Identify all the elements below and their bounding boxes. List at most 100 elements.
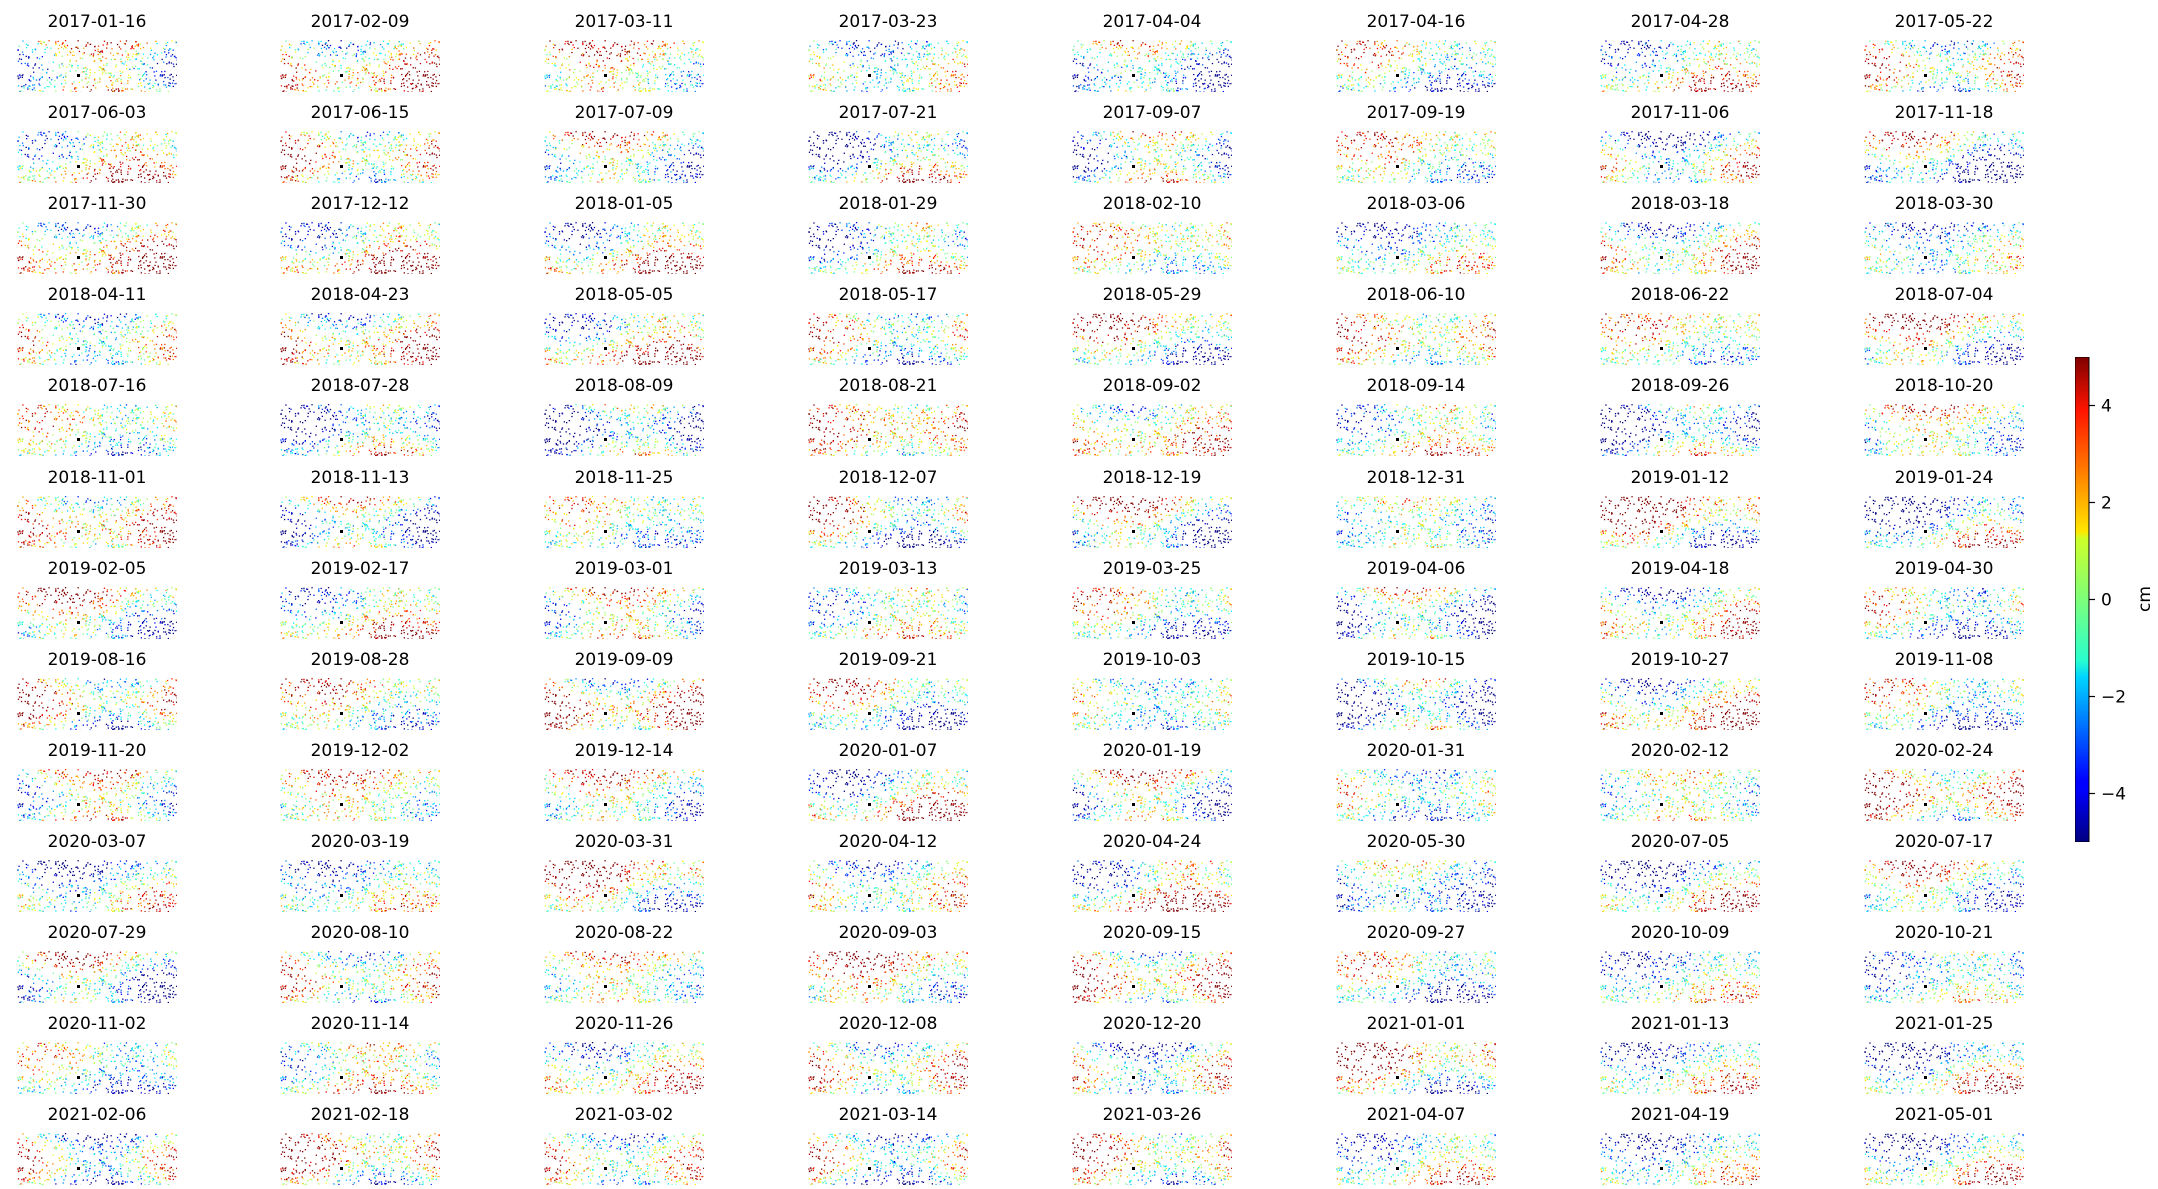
scatter-point	[1966, 75, 1969, 77]
scatter-point	[70, 139, 73, 141]
scatter-point	[1177, 71, 1179, 73]
scatter-point	[555, 85, 557, 87]
scatter-point	[19, 144, 21, 147]
scatter-point	[1979, 55, 1981, 58]
scatter-point	[107, 177, 109, 180]
scatter-point	[309, 79, 311, 81]
scatter-point	[1890, 41, 1892, 43]
scatter-point	[947, 89, 949, 91]
scatter-point	[1161, 62, 1163, 65]
scatter-point	[1478, 90, 1480, 92]
scatter-point	[927, 53, 929, 55]
scatter-point	[158, 91, 160, 92]
scatter-point	[1347, 56, 1349, 58]
scatter-point	[1874, 86, 1876, 89]
scatter-point	[573, 46, 575, 49]
scatter-point	[1902, 41, 1904, 43]
scatter-point	[1909, 65, 1911, 67]
scatter-point	[1142, 42, 1144, 44]
scatter-point	[388, 40, 391, 42]
scatter-point	[1156, 73, 1159, 75]
scatter-point	[954, 80, 956, 83]
scatter-point	[566, 77, 568, 80]
scatter-point	[890, 51, 892, 53]
scatter-point	[1229, 55, 1231, 57]
scatter-point	[1685, 44, 1687, 46]
scatter-point	[75, 151, 77, 153]
scatter-point	[329, 66, 331, 68]
scatter-point	[410, 83, 413, 85]
scatter-point	[1699, 43, 1702, 46]
scatter-point	[427, 139, 429, 141]
scatter-point	[1703, 82, 1706, 84]
scatter-point	[1944, 50, 1946, 53]
scatter-point	[338, 87, 341, 89]
scatter-point	[1695, 82, 1697, 84]
scatter-point	[1406, 81, 1409, 83]
scatter-point	[348, 169, 350, 171]
scatter-point	[1947, 60, 1949, 62]
scatter-point	[281, 45, 283, 47]
scatter-point	[39, 89, 41, 92]
scatter-point	[1459, 48, 1461, 50]
scatter-point	[896, 72, 898, 74]
scatter-point	[1955, 72, 1957, 74]
scatter-point	[148, 91, 150, 92]
scatter-point	[355, 53, 358, 55]
scatter-point	[1419, 66, 1421, 69]
scatter-point	[168, 52, 170, 54]
scatter-point	[1110, 42, 1112, 45]
scatter-point	[124, 134, 127, 136]
scatter-point	[1988, 75, 1991, 77]
scatter-point	[328, 72, 330, 74]
scatter-point	[926, 65, 928, 67]
scatter-point	[128, 56, 130, 58]
scatter-point	[1480, 75, 1482, 77]
scatter-point	[1606, 85, 1608, 87]
scatter-point	[630, 64, 632, 66]
scatter-point	[663, 54, 665, 56]
scatter-point	[1865, 45, 1867, 47]
scatter-point	[930, 43, 932, 45]
scatter-point	[1689, 64, 1691, 66]
scatter-point	[1073, 45, 1075, 47]
scatter-point	[327, 79, 329, 81]
scatter-point	[1962, 64, 1964, 66]
scatter-point	[1738, 40, 1740, 43]
scatter-point	[28, 179, 31, 181]
scatter-point	[42, 160, 44, 162]
scatter-point	[567, 42, 569, 44]
scatter-point	[1396, 40, 1398, 42]
scatter-point	[172, 79, 175, 82]
scatter-point	[1999, 84, 2001, 87]
scatter-point	[936, 71, 938, 73]
scatter-point	[1164, 52, 1167, 54]
scatter-point	[1717, 58, 1720, 60]
scatter-point	[1447, 56, 1449, 58]
scatter-point	[40, 133, 42, 135]
scatter-point	[378, 64, 380, 66]
scatter-point	[1381, 65, 1383, 67]
scatter-point	[546, 76, 548, 78]
scatter-point	[289, 155, 292, 157]
scatter-point	[403, 85, 405, 87]
scatter-point	[81, 162, 84, 164]
scatter-point	[1219, 84, 1222, 86]
scatter-point	[159, 166, 161, 168]
scatter-point	[170, 153, 173, 155]
scatter-point	[1103, 86, 1105, 88]
scatter-point	[85, 73, 87, 75]
scatter-point	[1603, 62, 1606, 65]
scatter-point	[625, 77, 628, 79]
scatter-point	[1348, 85, 1350, 87]
scatter-point	[295, 84, 297, 86]
scatter-point	[140, 82, 142, 84]
scatter-point	[697, 48, 699, 50]
scatter-point	[305, 90, 307, 92]
scatter-point	[902, 48, 904, 50]
scatter-point	[1487, 52, 1489, 54]
scatter-point	[1680, 50, 1682, 53]
scatter-point	[1631, 40, 1633, 42]
scatter-point	[1728, 71, 1730, 73]
scatter-point	[172, 170, 175, 173]
